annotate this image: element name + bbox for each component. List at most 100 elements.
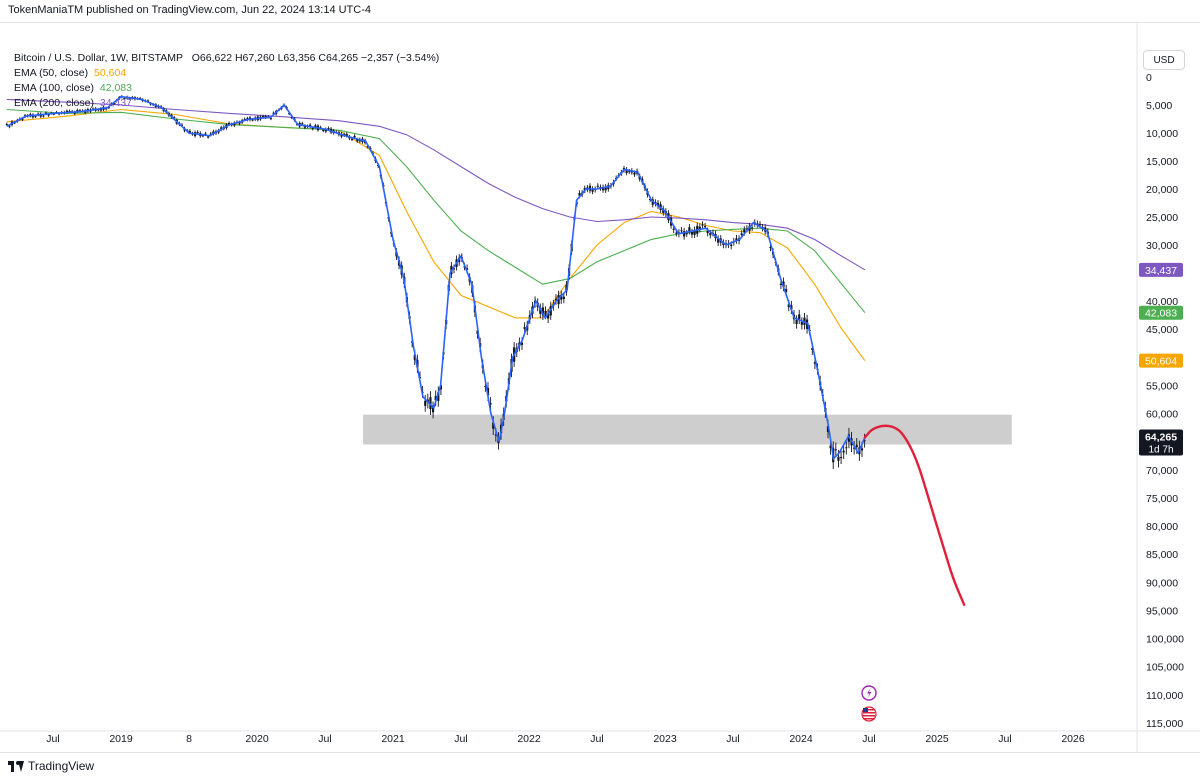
candle-body — [798, 314, 801, 320]
last-price-value: 64,265 — [1145, 432, 1177, 444]
candle-body — [539, 308, 542, 314]
candle-body — [805, 319, 809, 329]
x-tick-label: 2025 — [925, 733, 949, 745]
candle-body — [434, 396, 437, 401]
legend-ema200-value: 34,437 — [99, 97, 132, 109]
x-tick-label: 2020 — [245, 733, 269, 745]
tradingview-brand: TradingView — [28, 759, 95, 773]
tradingview-logo[interactable]: TradingView — [8, 759, 94, 773]
candle-body — [703, 226, 707, 228]
candle-body — [860, 448, 864, 451]
candle-body — [327, 128, 330, 130]
candle-body — [578, 193, 581, 196]
x-tick-label: Jul — [46, 733, 59, 745]
candle-body — [829, 445, 832, 449]
flag-stripe — [863, 715, 875, 717]
y-tick-label: 80,000 — [1146, 521, 1178, 533]
legend-ohlc: O66,622 H67,260 L63,356 C64,265 −2,357 (… — [191, 52, 440, 64]
candle-body — [672, 228, 675, 230]
candle-body — [800, 321, 803, 325]
candle-body — [680, 230, 683, 232]
candle-body — [494, 434, 497, 436]
candle-body — [722, 242, 725, 245]
support-zone — [363, 414, 1012, 445]
y-tick-label: 45,000 — [1146, 324, 1178, 336]
candle-body — [123, 98, 126, 100]
candle-body — [44, 112, 48, 114]
candle-body — [520, 342, 524, 345]
candle-body — [845, 447, 848, 449]
candle-body — [547, 313, 550, 319]
y-tick-label: 30,000 — [1146, 240, 1178, 252]
ema100-line — [6, 108, 866, 314]
candle-body — [853, 447, 856, 449]
candle-body — [65, 110, 69, 113]
x-tick-label: Jul — [862, 733, 875, 745]
candle-body — [562, 296, 565, 300]
candle-body — [350, 138, 354, 140]
price-chart[interactable]: 0 5,000 10,000 15,000 20,000 25,000 30,000 40,0… — [0, 23, 1200, 753]
candle-body — [47, 114, 50, 116]
candle-body — [424, 400, 427, 406]
candle-body — [685, 233, 688, 235]
candle-body — [560, 294, 563, 300]
x-tick-label: 2023 — [653, 733, 677, 745]
x-tick-label: Jul — [590, 733, 603, 745]
footer: TradingView — [0, 752, 1200, 778]
candle-body — [740, 233, 743, 235]
legend-ema100-row[interactable]: EMA (100, close) 42,083 — [14, 81, 439, 96]
tradingview-logo-icon — [8, 760, 24, 772]
candle-body — [554, 298, 558, 301]
flag-stripe — [863, 709, 875, 711]
candle-body — [863, 440, 866, 442]
candle-body — [769, 246, 772, 248]
y-tick-label: 75,000 — [1146, 493, 1178, 505]
candle-body — [303, 125, 307, 128]
candle-body — [604, 186, 607, 191]
candle-body — [42, 115, 45, 117]
candle-body — [251, 119, 254, 121]
x-tick-label: 2021 — [381, 733, 405, 745]
candle-body — [204, 133, 207, 135]
candle-body — [656, 202, 660, 207]
x-tick-label: Jul — [726, 733, 739, 745]
y-tick-label: 95,000 — [1146, 605, 1178, 617]
chart-area[interactable]: 0 5,000 10,000 15,000 20,000 25,000 30,000 40,0… — [0, 22, 1200, 753]
candle-body — [489, 403, 492, 405]
y-tick-label: 85,000 — [1146, 549, 1178, 561]
candle-body — [439, 385, 443, 390]
candle-body — [811, 348, 814, 350]
candle-body — [855, 444, 858, 448]
currency-button[interactable]: USD — [1143, 50, 1185, 70]
candle-body — [787, 304, 790, 307]
candle-body — [314, 125, 317, 128]
candle-body — [73, 112, 76, 114]
candle-body — [465, 268, 469, 270]
candle-body — [826, 426, 830, 433]
legend-ema50-label: EMA (50, close) — [14, 67, 89, 79]
x-tick-label: 2026 — [1061, 733, 1085, 745]
candle-body — [76, 109, 79, 112]
ema200-price-tag — [1139, 262, 1183, 277]
legend-ema50-row[interactable]: EMA (50, close) 50,604 — [14, 66, 439, 81]
candle-body — [596, 185, 599, 187]
candle-body — [675, 232, 678, 234]
candle-body — [813, 362, 817, 364]
candle-body — [633, 172, 636, 175]
candle-body — [839, 457, 843, 459]
candle-body — [290, 117, 293, 119]
candle-body — [227, 122, 231, 125]
candle-body — [431, 407, 435, 413]
candle-body — [452, 268, 456, 270]
candle-body — [709, 233, 712, 236]
y-tick-label: 110,000 — [1146, 690, 1183, 702]
legend-symbol-row: Bitcoin / U.S. Dollar, 1W, BITSTAMP O66,… — [14, 51, 439, 66]
candle-body — [649, 198, 652, 200]
candle-body — [78, 110, 82, 112]
ema200-line — [6, 98, 866, 271]
candle-body — [837, 456, 840, 461]
flag-canton — [863, 708, 868, 712]
candle-body — [591, 188, 594, 192]
legend-ema200-row[interactable]: EMA (200, close) 34,437 — [14, 96, 439, 111]
candle-body — [243, 118, 246, 120]
